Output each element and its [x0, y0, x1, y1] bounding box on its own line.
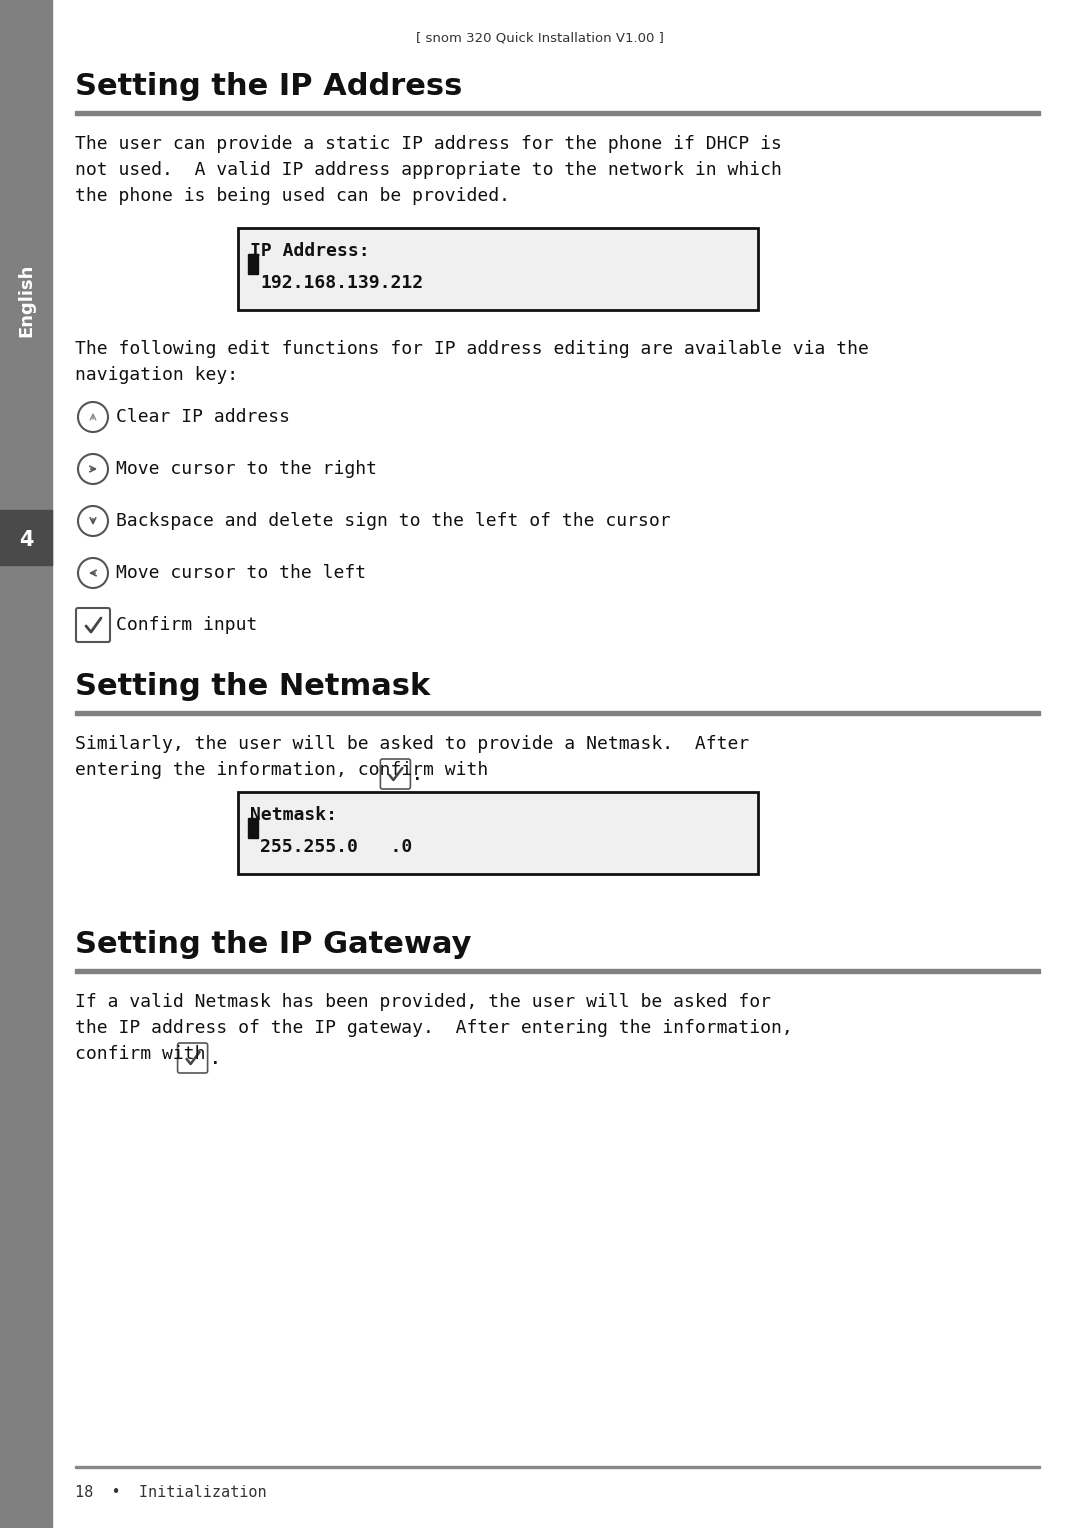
Circle shape: [78, 506, 108, 536]
Text: Netmask:: Netmask:: [249, 805, 337, 824]
Text: .: .: [208, 1048, 221, 1068]
Circle shape: [78, 454, 108, 484]
Bar: [248, 817, 258, 837]
Text: Confirm input: Confirm input: [116, 616, 257, 634]
Bar: [75, 112, 1040, 115]
Text: Move cursor to the right: Move cursor to the right: [116, 460, 377, 478]
FancyBboxPatch shape: [177, 1044, 207, 1073]
Circle shape: [78, 558, 108, 588]
Text: Setting the IP Address: Setting the IP Address: [75, 72, 462, 101]
Text: IP Address:: IP Address:: [249, 241, 369, 260]
Text: English: English: [17, 263, 35, 336]
Text: 18  •  Initialization: 18 • Initialization: [75, 1485, 267, 1500]
Text: not used.  A valid IP address appropriate to the network in which: not used. A valid IP address appropriate…: [75, 160, 782, 179]
Bar: [0, 510, 52, 565]
Text: 4: 4: [18, 530, 33, 550]
Text: .: .: [411, 764, 424, 784]
Text: Setting the IP Gateway: Setting the IP Gateway: [75, 931, 472, 960]
Text: 255.255.0   .0: 255.255.0 .0: [260, 837, 413, 856]
Bar: [75, 969, 1040, 973]
Bar: [0, 0, 52, 1528]
Bar: [238, 228, 758, 310]
FancyBboxPatch shape: [380, 759, 410, 788]
Text: The user can provide a static IP address for the phone if DHCP is: The user can provide a static IP address…: [75, 134, 782, 153]
FancyBboxPatch shape: [76, 608, 110, 642]
Bar: [75, 1465, 1040, 1468]
Text: the IP address of the IP gateway.  After entering the information,: the IP address of the IP gateway. After …: [75, 1019, 793, 1038]
Bar: [238, 792, 758, 874]
Text: Setting the Netmask: Setting the Netmask: [75, 672, 430, 701]
Text: the phone is being used can be provided.: the phone is being used can be provided.: [75, 186, 510, 205]
Circle shape: [78, 402, 108, 432]
Bar: [248, 254, 258, 274]
Text: Move cursor to the left: Move cursor to the left: [116, 564, 366, 582]
Text: If a valid Netmask has been provided, the user will be asked for: If a valid Netmask has been provided, th…: [75, 993, 771, 1012]
Text: navigation key:: navigation key:: [75, 367, 238, 384]
Text: confirm with: confirm with: [75, 1045, 205, 1063]
Text: The following edit functions for IP address editing are available via the: The following edit functions for IP addr…: [75, 341, 869, 358]
Text: Clear IP address: Clear IP address: [116, 408, 291, 426]
Bar: [75, 711, 1040, 715]
Text: Backspace and delete sign to the left of the cursor: Backspace and delete sign to the left of…: [116, 512, 671, 530]
Text: [ snom 320 Quick Installation V1.00 ]: [ snom 320 Quick Installation V1.00 ]: [416, 32, 664, 44]
Text: 192.168.139.212: 192.168.139.212: [260, 274, 423, 292]
Text: entering the information, confirm with: entering the information, confirm with: [75, 761, 488, 779]
Text: Similarly, the user will be asked to provide a Netmask.  After: Similarly, the user will be asked to pro…: [75, 735, 750, 753]
